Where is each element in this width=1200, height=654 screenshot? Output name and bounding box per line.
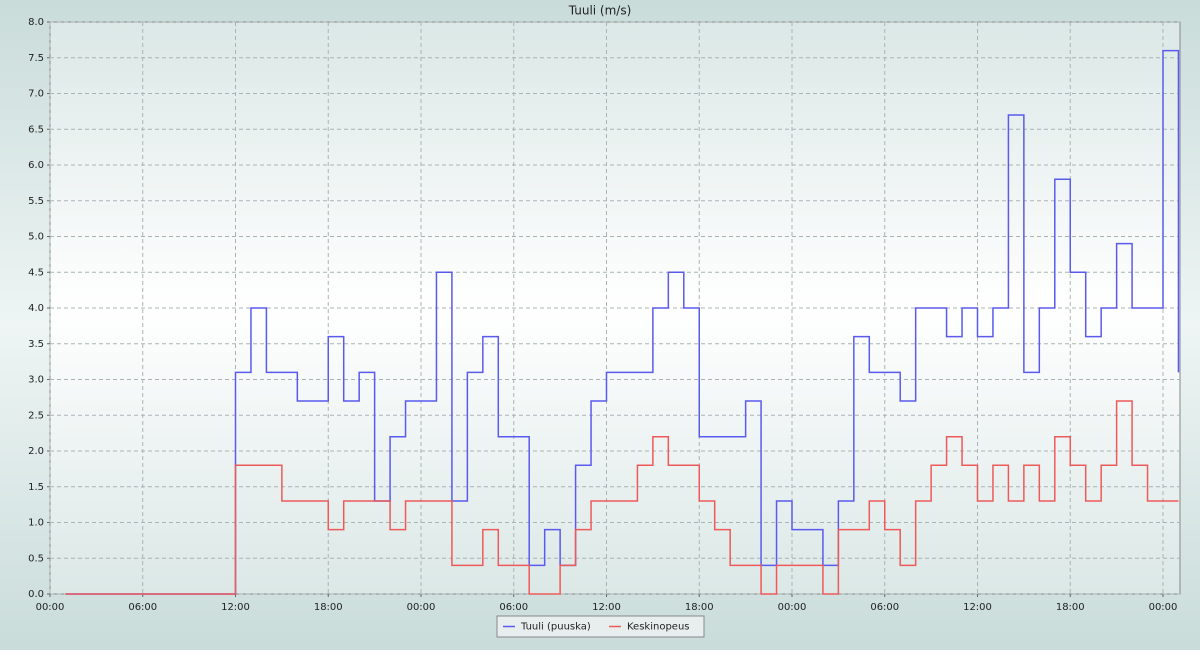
y-tick-label: 5.5	[28, 196, 44, 207]
y-tick-label: 7.0	[28, 89, 44, 100]
x-tick-label: 00:00	[778, 602, 807, 613]
y-tick-label: 4.0	[28, 303, 44, 314]
x-tick-label: 12:00	[963, 602, 992, 613]
legend-box	[496, 615, 705, 638]
y-tick-label: 8.0	[28, 17, 44, 28]
y-tick-label: 0.0	[28, 589, 44, 600]
x-tick-label: 18:00	[685, 602, 714, 613]
y-tick-label: 2.0	[28, 446, 44, 457]
x-tick-label: 06:00	[870, 602, 899, 613]
x-tick-label: 06:00	[128, 602, 157, 613]
legend-label: Keskinopeus	[627, 622, 690, 633]
x-tick-label: 06:00	[499, 602, 528, 613]
x-tick-label: 12:00	[592, 602, 621, 613]
y-tick-label: 2.5	[28, 410, 44, 421]
y-tick-label: 3.5	[28, 339, 44, 350]
y-tick-label: 3.0	[28, 375, 44, 386]
y-tick-label: 7.5	[28, 53, 44, 64]
chart-title: Tuuli (m/s)	[568, 4, 632, 18]
y-tick-label: 1.5	[28, 482, 44, 493]
y-tick-label: 5.0	[28, 232, 44, 243]
series-line	[65, 49, 1180, 595]
x-tick-label: 12:00	[221, 602, 250, 613]
x-tick-label: 18:00	[1056, 602, 1085, 613]
x-tick-label: 00:00	[36, 602, 65, 613]
legend-label: Tuuli (puuska)	[520, 622, 591, 633]
y-tick-label: 4.5	[28, 267, 44, 278]
y-tick-label: 6.0	[28, 160, 44, 171]
y-tick-label: 1.0	[28, 518, 44, 529]
y-tick-label: 6.5	[28, 124, 44, 135]
series-line	[65, 400, 1179, 595]
x-tick-label: 00:00	[407, 602, 436, 613]
x-tick-label: 18:00	[314, 602, 343, 613]
y-tick-label: 0.5	[28, 553, 44, 564]
x-tick-label: 00:00	[1149, 602, 1178, 613]
legend: Tuuli (puuska) Keskinopeus	[496, 615, 705, 638]
